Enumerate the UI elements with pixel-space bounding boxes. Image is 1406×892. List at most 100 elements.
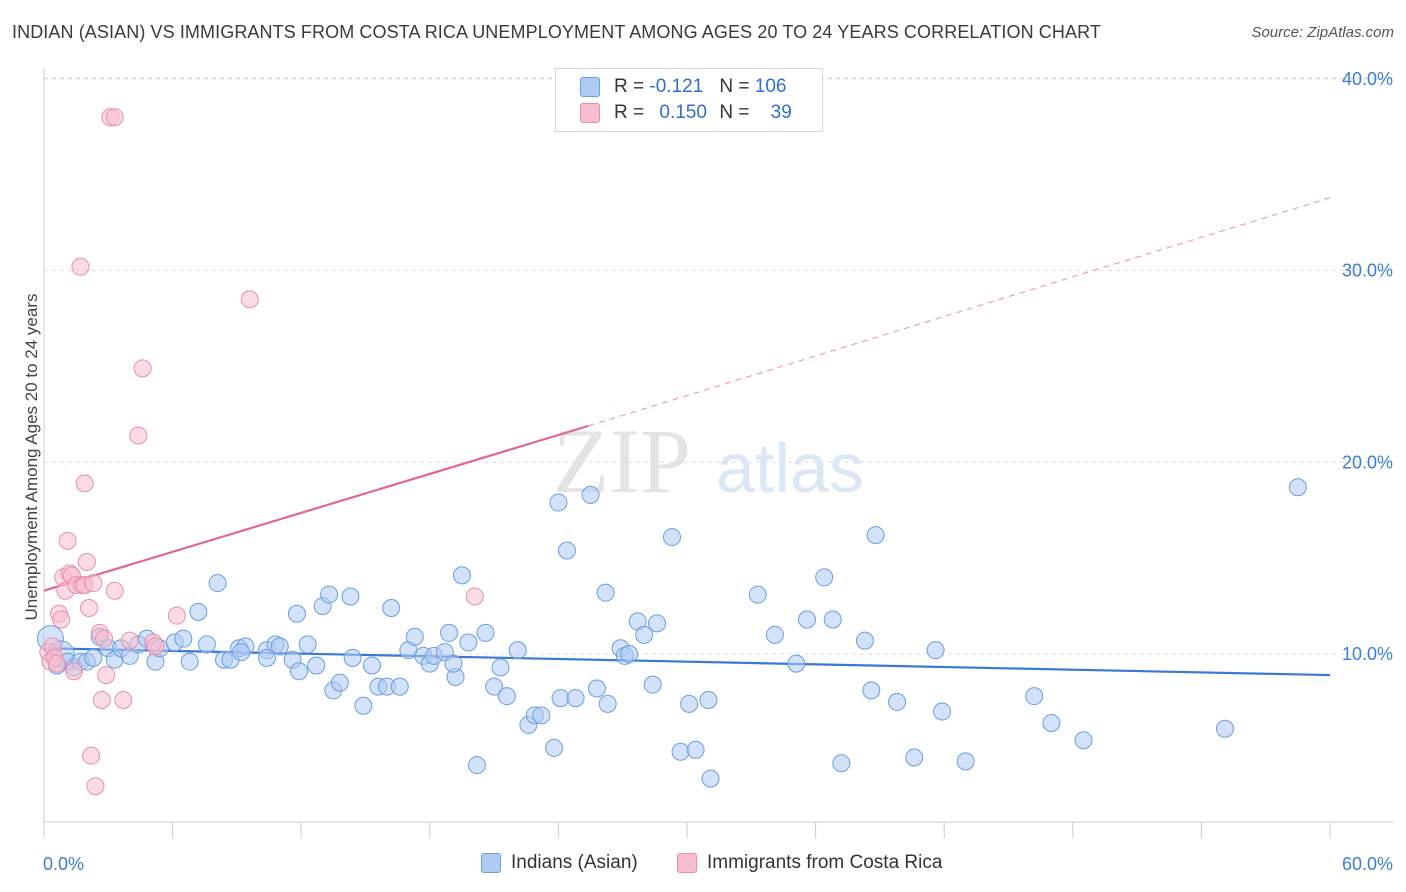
data-point: [1074, 731, 1093, 750]
data-point: [551, 689, 570, 708]
data-point: [114, 691, 133, 710]
gridlines: [44, 77, 1394, 655]
data-point: [620, 645, 639, 663]
y-tick-label: 30.0%: [1342, 261, 1393, 281]
data-point: [208, 574, 227, 593]
legend-label-indians: Indians (Asian): [511, 852, 638, 873]
data-point: [240, 290, 259, 309]
data-point: [133, 359, 152, 378]
data-point: [748, 585, 767, 604]
data-point: [257, 648, 276, 667]
data-point: [189, 602, 208, 621]
data-point: [174, 629, 193, 648]
data-point: [467, 756, 486, 775]
data-points: [36, 108, 1307, 796]
data-point: [362, 656, 381, 675]
chart-title: INDIAN (ASIAN) VS IMMIGRANTS FROM COSTA …: [12, 22, 1101, 42]
data-point: [956, 752, 975, 771]
data-point: [58, 531, 77, 550]
data-point: [82, 746, 101, 765]
data-point: [815, 568, 834, 587]
n-label: N =: [719, 102, 750, 123]
legend-row-indians: R = -0.121 N = 106: [580, 74, 786, 100]
y-tick-label: 20.0%: [1342, 452, 1393, 472]
data-point: [95, 629, 114, 648]
data-point: [566, 689, 585, 708]
legend-swatch-costa-rica: [580, 103, 600, 123]
data-point: [905, 748, 924, 767]
data-point: [105, 108, 124, 127]
data-point: [926, 641, 945, 660]
data-point: [508, 641, 527, 660]
data-point: [452, 566, 471, 585]
data-point: [643, 675, 662, 694]
data-point: [765, 625, 784, 644]
data-point: [197, 635, 216, 654]
data-point: [862, 681, 881, 700]
data-point: [97, 666, 116, 685]
y-tick-label: 10.0%: [1342, 644, 1393, 664]
data-point: [701, 769, 720, 788]
data-point: [581, 485, 600, 504]
data-point: [105, 581, 124, 600]
data-point: [440, 623, 459, 642]
data-point: [647, 614, 666, 633]
n-value-indians: 106: [754, 76, 787, 97]
data-point: [549, 493, 568, 512]
data-point: [65, 662, 84, 681]
data-point: [671, 742, 690, 761]
data-point: [92, 691, 111, 710]
data-point: [933, 702, 952, 721]
legend-item-costa-rica[interactable]: Immigrants from Costa Rica: [677, 852, 942, 874]
data-point: [1215, 719, 1234, 738]
data-point: [532, 706, 551, 725]
data-point: [444, 654, 463, 673]
data-point: [341, 587, 360, 606]
data-point: [120, 631, 139, 650]
source-credit[interactable]: Source: ZipAtlas.com: [1251, 24, 1394, 41]
data-point: [1042, 714, 1061, 733]
n-label: N =: [719, 76, 750, 97]
data-point: [635, 625, 654, 644]
series-legend: Indians (Asian) Immigrants from Costa Ri…: [0, 852, 1406, 878]
data-point: [290, 662, 309, 681]
legend-row-costa-rica: R = 0.150 N = 39: [580, 100, 792, 126]
data-point: [354, 696, 373, 715]
correlation-legend: R = -0.121 N = 106 R = 0.150 N = 39: [555, 68, 823, 132]
legend-swatch-indians: [580, 77, 600, 97]
data-point: [832, 754, 851, 773]
legend-item-indians[interactable]: Indians (Asian): [481, 852, 638, 874]
data-point: [86, 777, 105, 796]
legend-swatch-indians: [481, 853, 501, 873]
data-point: [888, 692, 907, 711]
data-point: [1025, 687, 1044, 706]
data-point: [680, 694, 699, 713]
data-point: [343, 648, 362, 667]
data-point: [476, 623, 495, 642]
r-value-costa-rica: 0.150: [659, 102, 707, 123]
data-point: [80, 598, 99, 617]
data-point: [47, 654, 66, 673]
data-point: [75, 474, 94, 493]
watermark: ZIP atlas: [553, 410, 864, 512]
data-point: [459, 633, 478, 652]
trend-line-costa-rica-extension: [588, 197, 1331, 427]
data-point: [787, 654, 806, 673]
data-point: [382, 598, 401, 617]
r-value-indians: -0.121: [649, 76, 704, 97]
data-point: [465, 587, 484, 606]
data-point: [823, 610, 842, 629]
data-point: [320, 585, 339, 604]
data-point: [798, 610, 817, 629]
data-point: [84, 574, 103, 593]
data-point: [146, 637, 165, 656]
data-point: [587, 679, 606, 698]
data-point: [71, 257, 90, 276]
tick-labels: 10.0% 20.0% 30.0% 40.0% 0.0% 60.0%: [43, 69, 1393, 874]
data-point: [598, 694, 617, 713]
legend-label-costa-rica: Immigrants from Costa Rica: [707, 852, 943, 873]
data-point: [298, 635, 317, 654]
data-point: [180, 652, 199, 671]
data-point: [167, 606, 186, 625]
